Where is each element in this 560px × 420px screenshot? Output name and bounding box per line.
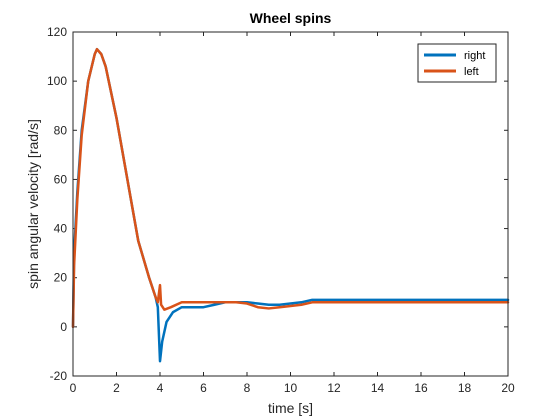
y-tick-label: -20 [50, 369, 68, 383]
y-tick-label: 80 [54, 123, 68, 137]
x-tick-label: 6 [200, 381, 207, 395]
x-tick-label: 14 [371, 381, 385, 395]
y-axis-label: spin angular velocity [rad/s] [25, 119, 41, 289]
chart-title: Wheel spins [250, 10, 332, 26]
y-tick-label: 0 [60, 320, 67, 334]
legend-label-left: left [464, 66, 479, 78]
x-axis-label: time [s] [268, 400, 313, 416]
x-tick-label: 2 [113, 381, 120, 395]
x-tick-label: 20 [501, 381, 515, 395]
y-tick-label: 20 [54, 271, 68, 285]
y-tick-label: 100 [47, 74, 67, 88]
y-tick-label: 120 [47, 25, 67, 39]
x-tick-label: 16 [414, 381, 428, 395]
axes-box [72, 31, 509, 377]
x-tick-label: 18 [458, 381, 472, 395]
x-tick-label: 4 [157, 381, 164, 395]
x-tick-label: 0 [70, 381, 77, 395]
plot-area [73, 32, 508, 376]
y-tick-label: 40 [54, 222, 68, 236]
series-layer [71, 47, 510, 363]
series-line-left [71, 47, 510, 329]
x-tick-label: 10 [284, 381, 298, 395]
legend-box [417, 43, 497, 83]
y-tick-label: 60 [54, 172, 68, 186]
x-tick-label: 12 [327, 381, 341, 395]
legend: right left [417, 43, 497, 83]
legend-label-right: right [464, 50, 485, 62]
x-tick-label: 8 [244, 381, 251, 395]
